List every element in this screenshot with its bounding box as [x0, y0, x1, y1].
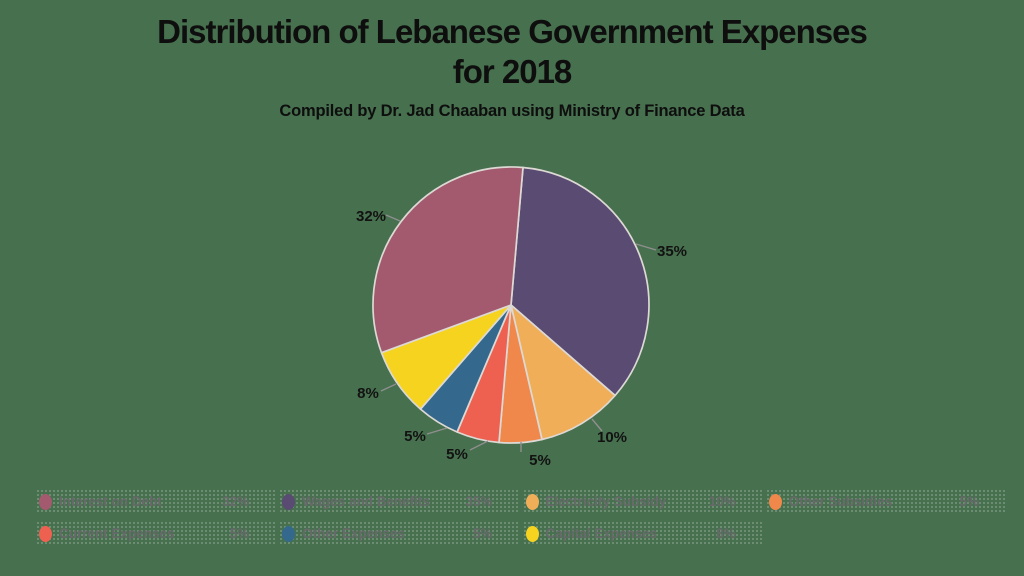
chart-title: Distribution of Lebanese Government Expe…	[0, 12, 1024, 92]
legend-percent: 10%	[708, 494, 736, 509]
legend-label: Electricity Subsidy	[545, 494, 667, 509]
legend-percent: 5%	[229, 526, 250, 541]
legend-percent: 5%	[472, 526, 493, 541]
legend-item-electricity-subsidy: Electricity Subsidy 10%	[522, 489, 762, 514]
chart-subtitle: Compiled by Dr. Jad Chaaban using Minist…	[279, 102, 745, 120]
legend-color-dot	[768, 493, 782, 510]
pie-value-label-interest-on-debt: 32%	[356, 208, 386, 225]
legend-color-dot	[525, 493, 539, 510]
legend-item-wages-and-benefits: Wages and Benefits 35%	[279, 489, 519, 514]
legend-label: Capital Expenses	[545, 526, 658, 541]
legend-item-other-subsidies: Other Subsidies 5%	[765, 489, 1005, 514]
legend-label: Other Subsidies	[788, 494, 893, 509]
pie-value-label-current-expenses: 5%	[446, 446, 468, 463]
pie-callout-line-current-expenses	[469, 440, 489, 451]
legend-item-capital-expenses: Capital Expenses 8%	[522, 521, 762, 546]
pie-callout-line-other-expenses	[426, 427, 448, 435]
legend-color-dot	[282, 525, 296, 542]
pie-callout-line-capital-expenses	[380, 383, 397, 392]
pie-value-label-other-subsidies: 5%	[529, 452, 551, 469]
pie-callout-line-wages-and-benefits	[635, 243, 657, 251]
pie-value-label-other-expenses: 5%	[404, 428, 426, 445]
legend: Interest on Debt 32% Wages and Benefits 35%…	[36, 489, 1005, 546]
pie-callout-line-interest-on-debt	[385, 214, 401, 222]
legend-percent: 8%	[716, 526, 736, 541]
legend-percent: 35%	[465, 494, 493, 509]
pie-slice-electricity-subsidy	[510, 304, 616, 441]
legend-color-dot	[525, 525, 539, 542]
chart-title-line2: for 2018	[452, 53, 573, 90]
chart-title-line1: Distribution of Lebanese Government Expe…	[157, 13, 868, 50]
legend-item-other-expenses: Other Expenses 5%	[279, 521, 519, 546]
legend-label: Interest on Debt	[59, 494, 162, 509]
pie-slice-interest-on-debt	[372, 166, 524, 354]
legend-label: Wages and Benefits	[302, 494, 431, 509]
pie-value-label-wages-and-benefits: 35%	[657, 243, 687, 260]
pie-callout-line-electricity-subsidy	[591, 418, 603, 432]
pie-value-label-capital-expenses: 8%	[357, 385, 379, 402]
pie-value-label-electricity-subsidy: 10%	[597, 429, 627, 446]
pie-slice-wages-and-benefits	[510, 166, 650, 397]
legend-item-current-expenses: Current Expenses 5%	[36, 521, 276, 546]
legend-percent: 32%	[222, 494, 250, 509]
legend-color-dot	[39, 525, 52, 542]
legend-item-interest-on-debt: Interest on Debt 32%	[36, 489, 276, 514]
legend-color-dot	[39, 493, 52, 510]
legend-label: Current Expenses	[59, 526, 175, 541]
legend-label: Other Expenses	[302, 526, 406, 541]
legend-color-dot	[282, 493, 296, 510]
legend-percent: 5%	[959, 494, 979, 509]
